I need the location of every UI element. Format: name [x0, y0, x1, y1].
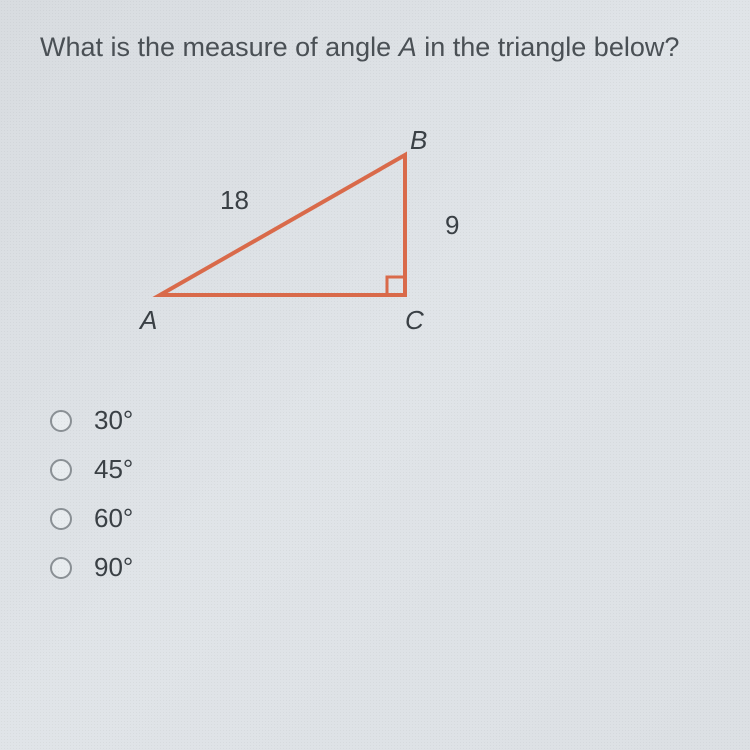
radio-icon: [50, 508, 72, 530]
option-row[interactable]: 45°: [50, 454, 710, 485]
vertex-label-c: C: [405, 305, 424, 336]
vertex-label-b: B: [410, 125, 427, 156]
answer-options: 30° 45° 60° 90°: [50, 405, 710, 583]
vertex-label-a: A: [140, 305, 157, 336]
option-label: 45°: [94, 454, 133, 485]
question-suffix: in the triangle below?: [417, 32, 680, 62]
radio-icon: [50, 459, 72, 481]
right-angle-marker: [387, 277, 405, 295]
question-variable: A: [399, 32, 417, 62]
triangle-shape: [160, 155, 405, 295]
option-label: 90°: [94, 552, 133, 583]
question-text: What is the measure of angle A in the tr…: [40, 30, 710, 65]
radio-icon: [50, 410, 72, 432]
triangle-diagram: A B C 18 9: [110, 125, 510, 365]
radio-icon: [50, 557, 72, 579]
option-row[interactable]: 60°: [50, 503, 710, 534]
side-label-ab: 18: [220, 185, 249, 216]
side-label-bc: 9: [445, 210, 459, 241]
question-prefix: What is the measure of angle: [40, 32, 399, 62]
option-label: 60°: [94, 503, 133, 534]
option-row[interactable]: 30°: [50, 405, 710, 436]
option-label: 30°: [94, 405, 133, 436]
option-row[interactable]: 90°: [50, 552, 710, 583]
